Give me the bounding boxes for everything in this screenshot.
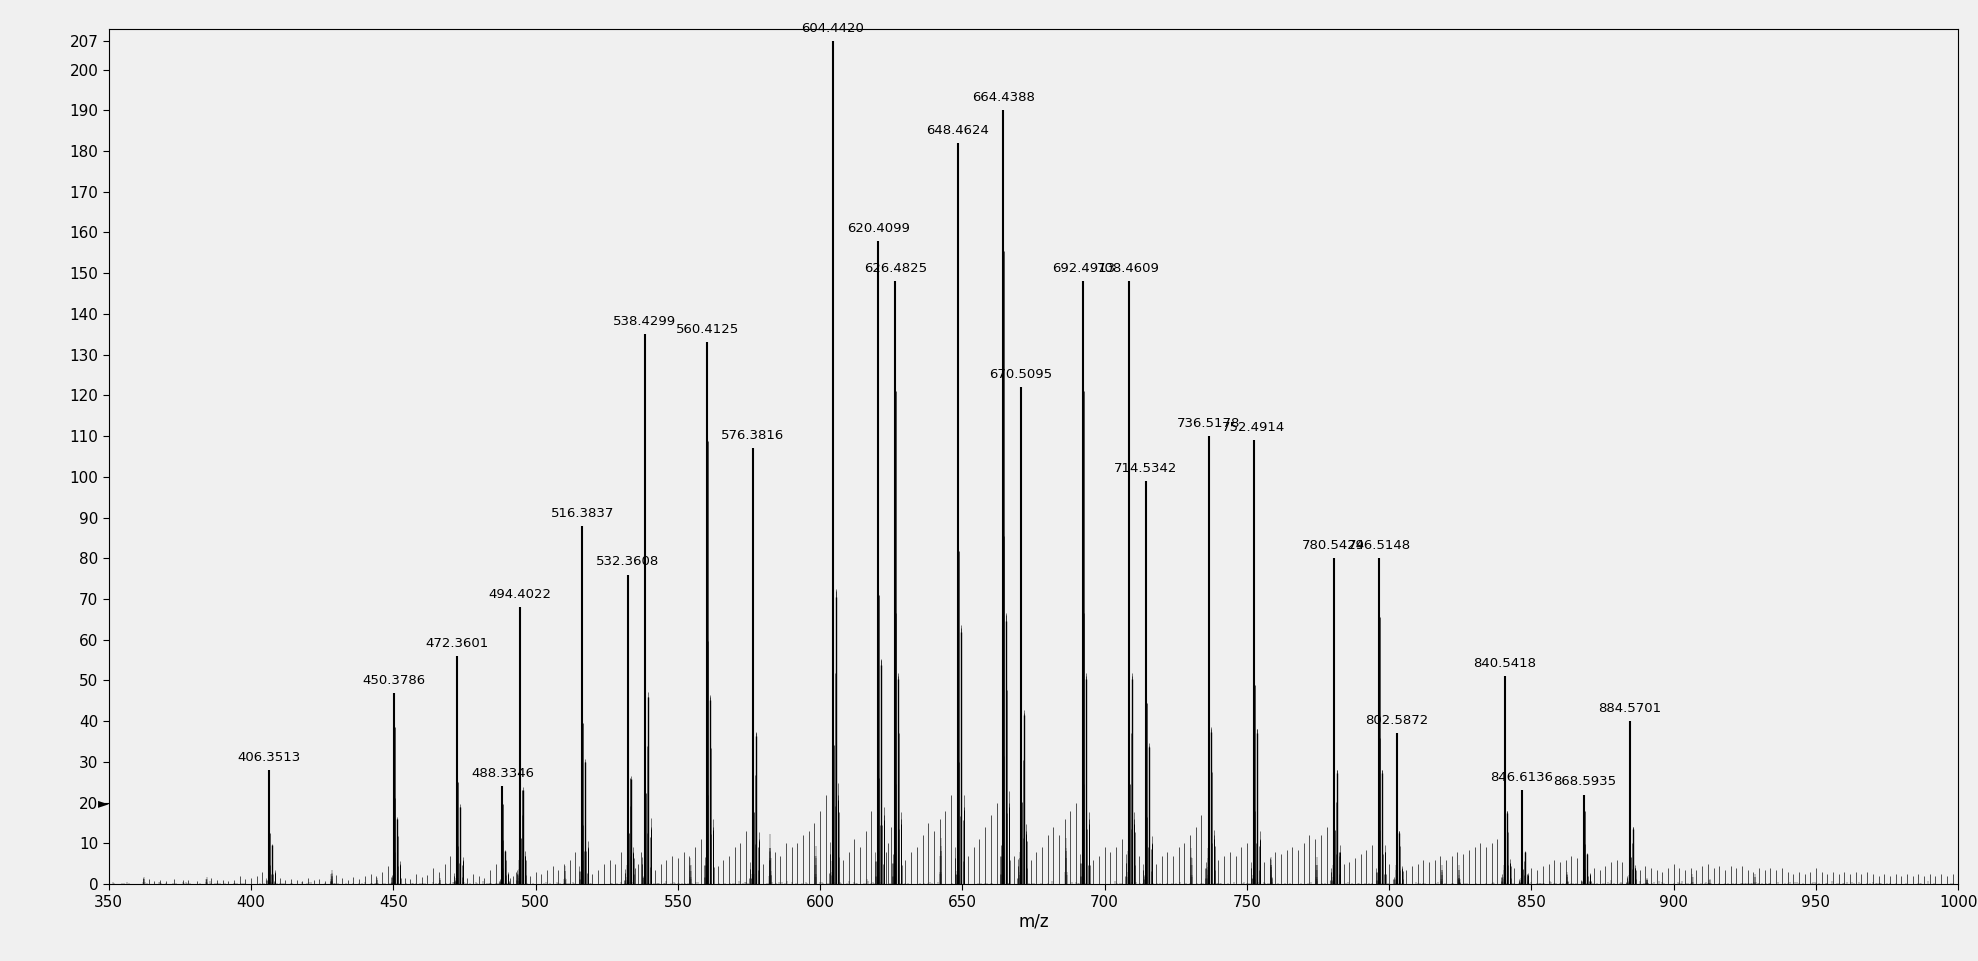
- Text: 576.3816: 576.3816: [722, 430, 785, 442]
- Text: 714.5342: 714.5342: [1114, 462, 1177, 475]
- Text: 472.3601: 472.3601: [425, 637, 489, 650]
- Text: 406.3513: 406.3513: [237, 751, 301, 764]
- Text: 670.5095: 670.5095: [989, 368, 1052, 382]
- Text: 450.3786: 450.3786: [362, 674, 425, 686]
- Text: 692.4913: 692.4913: [1052, 262, 1116, 275]
- Text: 708.4609: 708.4609: [1098, 262, 1161, 275]
- Text: 868.5935: 868.5935: [1553, 776, 1616, 788]
- Text: 664.4388: 664.4388: [971, 91, 1034, 104]
- Text: 780.5424: 780.5424: [1302, 539, 1365, 553]
- Text: ►: ►: [99, 796, 109, 810]
- Text: 752.4914: 752.4914: [1222, 421, 1286, 434]
- Text: 488.3346: 488.3346: [471, 767, 534, 780]
- Text: 796.5148: 796.5148: [1347, 539, 1410, 553]
- Text: 736.5178: 736.5178: [1177, 417, 1240, 430]
- Text: 532.3608: 532.3608: [595, 555, 659, 569]
- Text: 626.4825: 626.4825: [864, 262, 928, 275]
- Text: 538.4299: 538.4299: [613, 315, 676, 328]
- Text: 884.5701: 884.5701: [1598, 702, 1662, 715]
- Text: 604.4420: 604.4420: [801, 22, 864, 35]
- X-axis label: m/z: m/z: [1019, 912, 1048, 930]
- Text: 620.4099: 620.4099: [847, 221, 910, 234]
- Text: 846.6136: 846.6136: [1489, 772, 1553, 784]
- Text: 648.4624: 648.4624: [926, 124, 989, 136]
- Text: 516.3837: 516.3837: [550, 506, 613, 520]
- Text: 560.4125: 560.4125: [676, 323, 740, 336]
- Text: 840.5418: 840.5418: [1474, 657, 1537, 671]
- Text: 494.4022: 494.4022: [489, 588, 552, 601]
- Text: 802.5872: 802.5872: [1365, 714, 1428, 727]
